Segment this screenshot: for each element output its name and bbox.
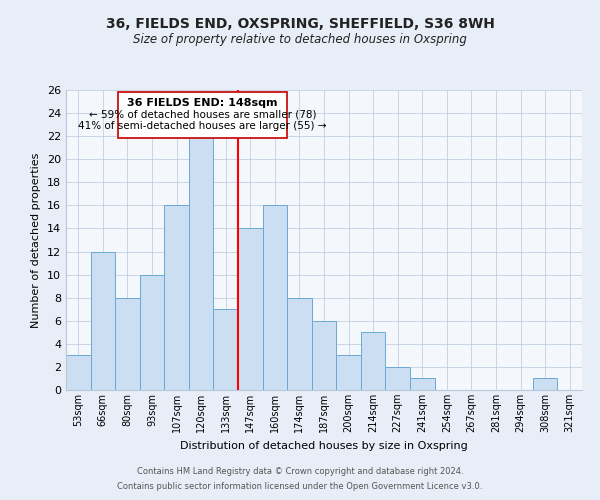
X-axis label: Distribution of detached houses by size in Oxspring: Distribution of detached houses by size … [180, 440, 468, 450]
FancyBboxPatch shape [118, 92, 287, 138]
Bar [385, 367, 410, 390]
Bar [66, 356, 91, 390]
Bar [115, 298, 140, 390]
Text: 41% of semi-detached houses are larger (55) →: 41% of semi-detached houses are larger (… [78, 121, 326, 131]
Bar [189, 136, 214, 390]
Text: Contains HM Land Registry data © Crown copyright and database right 2024.: Contains HM Land Registry data © Crown c… [137, 467, 463, 476]
Y-axis label: Number of detached properties: Number of detached properties [31, 152, 41, 328]
Text: ← 59% of detached houses are smaller (78): ← 59% of detached houses are smaller (78… [89, 110, 316, 120]
Bar [533, 378, 557, 390]
Bar [312, 321, 336, 390]
Bar [336, 356, 361, 390]
Bar [140, 274, 164, 390]
Text: Size of property relative to detached houses in Oxspring: Size of property relative to detached ho… [133, 32, 467, 46]
Bar [263, 206, 287, 390]
Bar [410, 378, 434, 390]
Bar [164, 206, 189, 390]
Text: 36, FIELDS END, OXSPRING, SHEFFIELD, S36 8WH: 36, FIELDS END, OXSPRING, SHEFFIELD, S36… [106, 18, 494, 32]
Bar [361, 332, 385, 390]
Bar [238, 228, 263, 390]
Text: 36 FIELDS END: 148sqm: 36 FIELDS END: 148sqm [127, 98, 278, 108]
Bar [91, 252, 115, 390]
Text: Contains public sector information licensed under the Open Government Licence v3: Contains public sector information licen… [118, 482, 482, 491]
Bar [214, 309, 238, 390]
Bar [287, 298, 312, 390]
